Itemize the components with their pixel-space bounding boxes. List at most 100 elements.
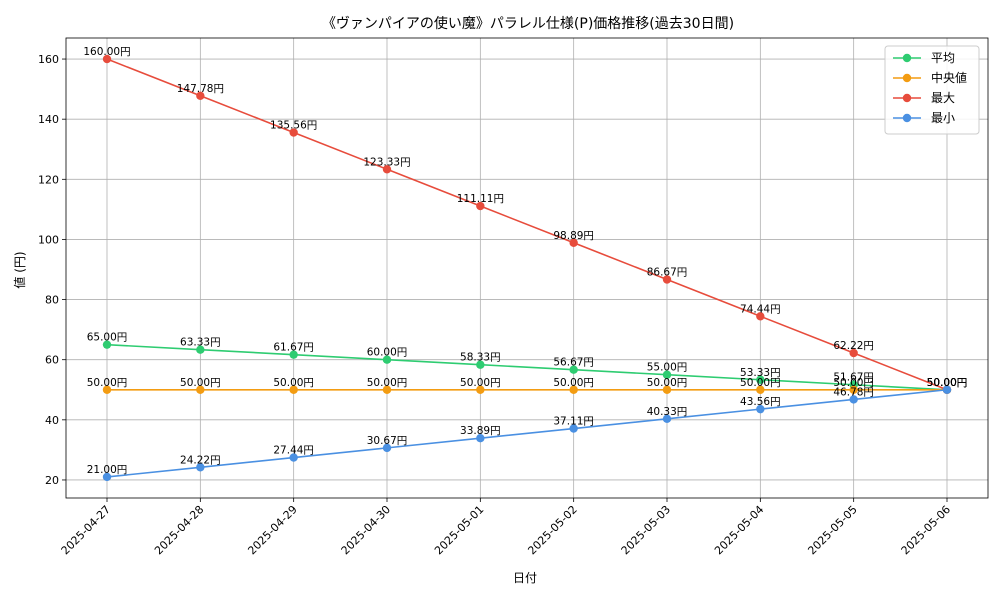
y-tick-label: 140	[38, 113, 59, 126]
data-label: 50.00円	[647, 377, 688, 389]
data-label: 98.89円	[553, 230, 594, 242]
data-label: 62.22円	[833, 340, 874, 352]
data-label: 46.78円	[833, 386, 874, 398]
x-tick-label: 2025-05-02	[525, 503, 579, 557]
data-label: 33.89円	[460, 425, 501, 437]
data-label: 50.00円	[180, 377, 221, 389]
data-label: 56.67円	[553, 357, 594, 369]
data-point	[196, 91, 205, 100]
data-label: 24.22円	[180, 454, 221, 466]
x-tick-label: 2025-04-30	[339, 503, 393, 557]
legend-swatch-marker	[902, 73, 912, 83]
x-tick-label: 2025-05-03	[619, 503, 673, 557]
data-point	[662, 275, 672, 284]
data-label: 53.33円	[740, 367, 781, 379]
data-point	[569, 385, 578, 394]
data-point	[476, 385, 485, 394]
y-tick-label: 80	[45, 294, 59, 307]
data-point	[196, 385, 205, 394]
data-label: 43.56円	[740, 396, 781, 408]
data-label: 160.00円	[83, 46, 130, 58]
data-point	[382, 355, 392, 364]
data-point	[662, 385, 672, 394]
y-axis-ticks: 20 40 60 80 100 120 140 160	[38, 53, 66, 487]
x-tick-label: 2025-04-29	[245, 503, 299, 557]
x-tick-label: 2025-05-06	[899, 503, 953, 557]
data-label: 50.00円	[460, 377, 501, 389]
legend-swatch-marker	[902, 93, 912, 103]
data-point	[476, 360, 485, 369]
x-tick-label: 2025-04-27	[59, 503, 113, 557]
data-label: 50.00円	[833, 377, 874, 389]
data-point	[102, 54, 112, 64]
data-label: 40.33円	[647, 406, 688, 418]
data-label: 147.78円	[177, 83, 224, 95]
x-axis-ticks: 2025-04-27 2025-04-28 2025-04-29 2025-04-30…	[59, 498, 953, 557]
data-point	[849, 395, 858, 404]
data-point	[102, 385, 112, 394]
data-label: 61.67円	[273, 342, 314, 354]
data-point	[102, 472, 112, 482]
data-label: 123.33円	[363, 156, 410, 168]
data-point	[289, 453, 298, 462]
data-point	[196, 463, 205, 472]
y-tick-label: 160	[38, 53, 59, 66]
data-label: 50.00円	[553, 377, 594, 389]
data-label: 58.33円	[460, 352, 501, 364]
data-labels-layer: 65.00円 63.33円 61.67円 60.00円 58.33円 56.67円 55.0…	[83, 46, 967, 476]
data-label: 21.00円	[87, 464, 128, 476]
y-tick-label: 100	[38, 233, 59, 246]
data-point	[662, 370, 672, 379]
data-label: 63.33円	[180, 337, 221, 349]
data-label: 50.00円	[87, 377, 128, 389]
series-line-2	[106, 58, 948, 391]
data-label: 135.56円	[270, 120, 317, 132]
y-tick-label: 40	[45, 414, 59, 427]
series-line-3	[106, 388, 948, 478]
legend-swatch-marker	[902, 53, 912, 63]
x-axis-label: 日付	[513, 571, 537, 585]
data-label: 74.44円	[740, 303, 781, 315]
chart-title: 《ヴァンパイアの使い魔》パラレル仕様(P)価格推移(過去30日間)	[322, 15, 734, 32]
legend-entry: 平均	[931, 51, 955, 65]
legend-swatch-marker	[902, 113, 912, 123]
data-point	[942, 385, 952, 394]
data-point	[569, 365, 578, 374]
data-label: 51.67円	[833, 372, 874, 384]
data-point	[756, 385, 765, 394]
data-label: 50.00円	[927, 377, 968, 389]
data-point	[382, 443, 392, 453]
y-tick-label: 20	[45, 474, 59, 487]
data-point	[849, 385, 858, 394]
legend-entry: 最大	[931, 91, 955, 105]
data-label: 37.11円	[553, 416, 594, 428]
data-point	[289, 128, 298, 137]
legend-entry: 中央値	[931, 70, 967, 85]
data-point	[662, 414, 672, 424]
data-label: 111.11円	[457, 193, 504, 205]
legend-entry: 最小	[931, 111, 955, 125]
data-point	[849, 348, 858, 358]
data-point	[102, 340, 112, 349]
data-point	[476, 201, 485, 211]
x-tick-label: 2025-04-28	[152, 503, 206, 557]
data-label: 50.00円	[740, 377, 781, 389]
data-point	[569, 238, 578, 247]
data-point	[476, 434, 485, 443]
data-label: 50.00円	[927, 377, 968, 389]
data-label: 50.00円	[273, 377, 314, 389]
series-line-0	[106, 343, 948, 391]
data-label: 86.67円	[647, 267, 688, 279]
x-tick-label: 2025-05-05	[805, 503, 859, 557]
data-point	[382, 385, 392, 394]
data-label: 50.00円	[927, 377, 968, 389]
series-layer	[102, 54, 952, 482]
grid-lines	[66, 38, 988, 498]
y-tick-label: 60	[45, 354, 59, 367]
data-point	[569, 424, 578, 433]
data-label: 65.00円	[87, 332, 128, 344]
data-point	[289, 385, 298, 394]
